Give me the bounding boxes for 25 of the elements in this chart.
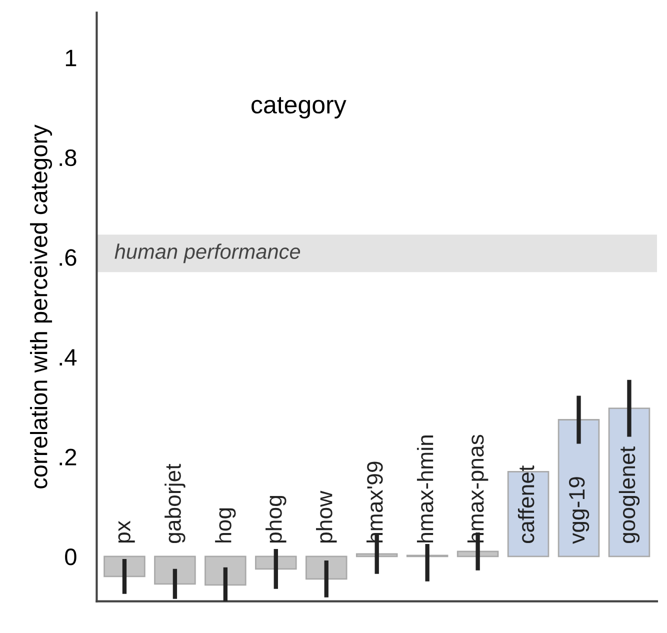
y-axis-title: correlation with perceived category bbox=[30, 124, 52, 488]
text: category bbox=[252, 97, 346, 119]
x-tick-label: googlenet bbox=[618, 446, 640, 544]
x-tick-label: phog bbox=[266, 496, 286, 543]
y-tick-label: .4 bbox=[60, 349, 77, 366]
y-tick-label: 1 bbox=[66, 50, 76, 66]
x-tick-label: vgg-19 bbox=[568, 477, 590, 544]
x-tick-label: caffenet bbox=[518, 465, 534, 544]
y-tick-label: .6 bbox=[60, 249, 76, 266]
bar bbox=[104, 556, 146, 578]
x-tick-label: hmax'99 bbox=[366, 462, 383, 542]
bar bbox=[305, 556, 348, 580]
y-tick-label: .2 bbox=[60, 448, 76, 466]
band-label: human performance bbox=[114, 244, 300, 264]
x-tick-label: hmax-pnas bbox=[467, 434, 488, 542]
x-tick-label: hmax-hmin bbox=[416, 436, 434, 542]
x-tick-label: gaborjet bbox=[164, 464, 186, 544]
bar bbox=[154, 556, 196, 585]
x-tick-label: hog bbox=[215, 508, 236, 542]
bar bbox=[558, 419, 600, 558]
y-tick-label: .8 bbox=[60, 149, 76, 166]
x-tick-label: px bbox=[118, 520, 135, 543]
y-tick-label: 0 bbox=[65, 548, 76, 566]
bar bbox=[204, 556, 246, 586]
x-tick-label: phow bbox=[316, 490, 337, 543]
